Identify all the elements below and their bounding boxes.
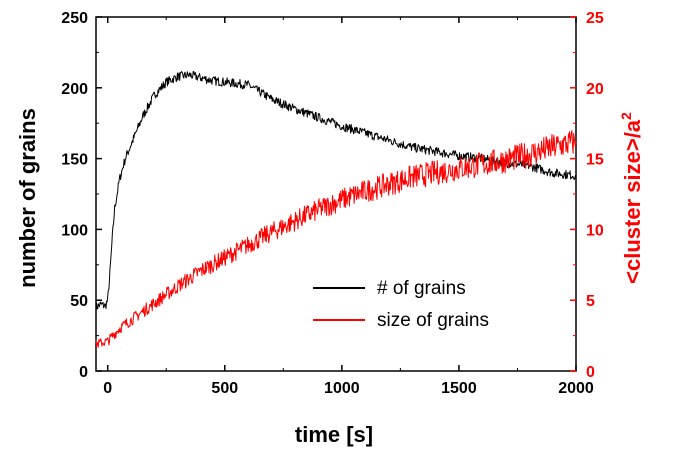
y-left-tick-label: 200: [61, 81, 88, 98]
y-left-tick-label: 100: [61, 222, 88, 239]
series-layer: [95, 71, 577, 348]
y-right-tick-label: 10: [586, 222, 604, 239]
legend-label-size: size of grains: [377, 310, 489, 331]
legend-label-grains: # of grains: [377, 278, 466, 299]
y-right-tick-label: 0: [586, 364, 595, 381]
y-axis-right-title: <cluster size>/a2: [618, 112, 645, 284]
y-left-tick-label: 150: [61, 152, 88, 169]
y-left-tick-label: 0: [79, 364, 88, 381]
x-axis-title: time [s]: [295, 422, 373, 447]
series-size-of-grains-line: [95, 130, 577, 348]
x-tick-label: 500: [211, 380, 238, 397]
y-axis-right-title-superscript: 2: [618, 112, 634, 120]
plot-frame: [95, 16, 577, 372]
legend: # of grains size of grains: [313, 278, 489, 331]
x-tick-label: 0: [103, 380, 112, 397]
series-number-of-grains-line: [95, 71, 577, 312]
y-axis-right-title-main: <cluster size>/a: [620, 119, 645, 284]
axis-ticks: 0 500 1000 1500 2000050100150200250051015202…: [61, 10, 604, 397]
y-right-tick-label: 5: [586, 293, 595, 310]
x-tick-label: 1500: [441, 380, 477, 397]
y-right-tick-label: 20: [586, 81, 604, 98]
x-tick-label: 1000: [324, 380, 360, 397]
y-left-tick-label: 50: [70, 293, 88, 310]
x-tick-label: 2000: [558, 380, 594, 397]
y-axis-left-title: number of grains: [15, 108, 40, 288]
y-right-tick-label: 25: [586, 10, 604, 27]
y-right-tick-label: 15: [586, 152, 604, 169]
y-left-tick-label: 250: [61, 10, 88, 27]
